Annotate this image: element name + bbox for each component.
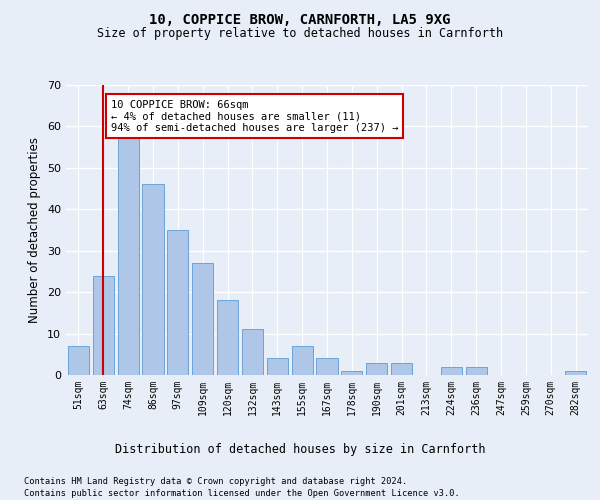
Text: Contains public sector information licensed under the Open Government Licence v3: Contains public sector information licen… <box>24 489 460 498</box>
Bar <box>192 263 213 375</box>
Bar <box>466 366 487 375</box>
Bar <box>316 358 338 375</box>
Text: 10, COPPICE BROW, CARNFORTH, LA5 9XG: 10, COPPICE BROW, CARNFORTH, LA5 9XG <box>149 12 451 26</box>
Text: Contains HM Land Registry data © Crown copyright and database right 2024.: Contains HM Land Registry data © Crown c… <box>24 478 407 486</box>
Bar <box>366 362 387 375</box>
Bar <box>292 346 313 375</box>
Text: 10 COPPICE BROW: 66sqm
← 4% of detached houses are smaller (11)
94% of semi-deta: 10 COPPICE BROW: 66sqm ← 4% of detached … <box>111 100 398 132</box>
Bar <box>93 276 114 375</box>
Bar <box>68 346 89 375</box>
Bar <box>267 358 288 375</box>
Bar <box>391 362 412 375</box>
Bar <box>341 371 362 375</box>
Bar <box>242 330 263 375</box>
Bar <box>142 184 164 375</box>
Bar <box>167 230 188 375</box>
Bar <box>441 366 462 375</box>
Y-axis label: Number of detached properties: Number of detached properties <box>28 137 41 323</box>
Text: Size of property relative to detached houses in Carnforth: Size of property relative to detached ho… <box>97 28 503 40</box>
Bar <box>217 300 238 375</box>
Text: Distribution of detached houses by size in Carnforth: Distribution of detached houses by size … <box>115 442 485 456</box>
Bar <box>565 371 586 375</box>
Bar <box>118 134 139 375</box>
